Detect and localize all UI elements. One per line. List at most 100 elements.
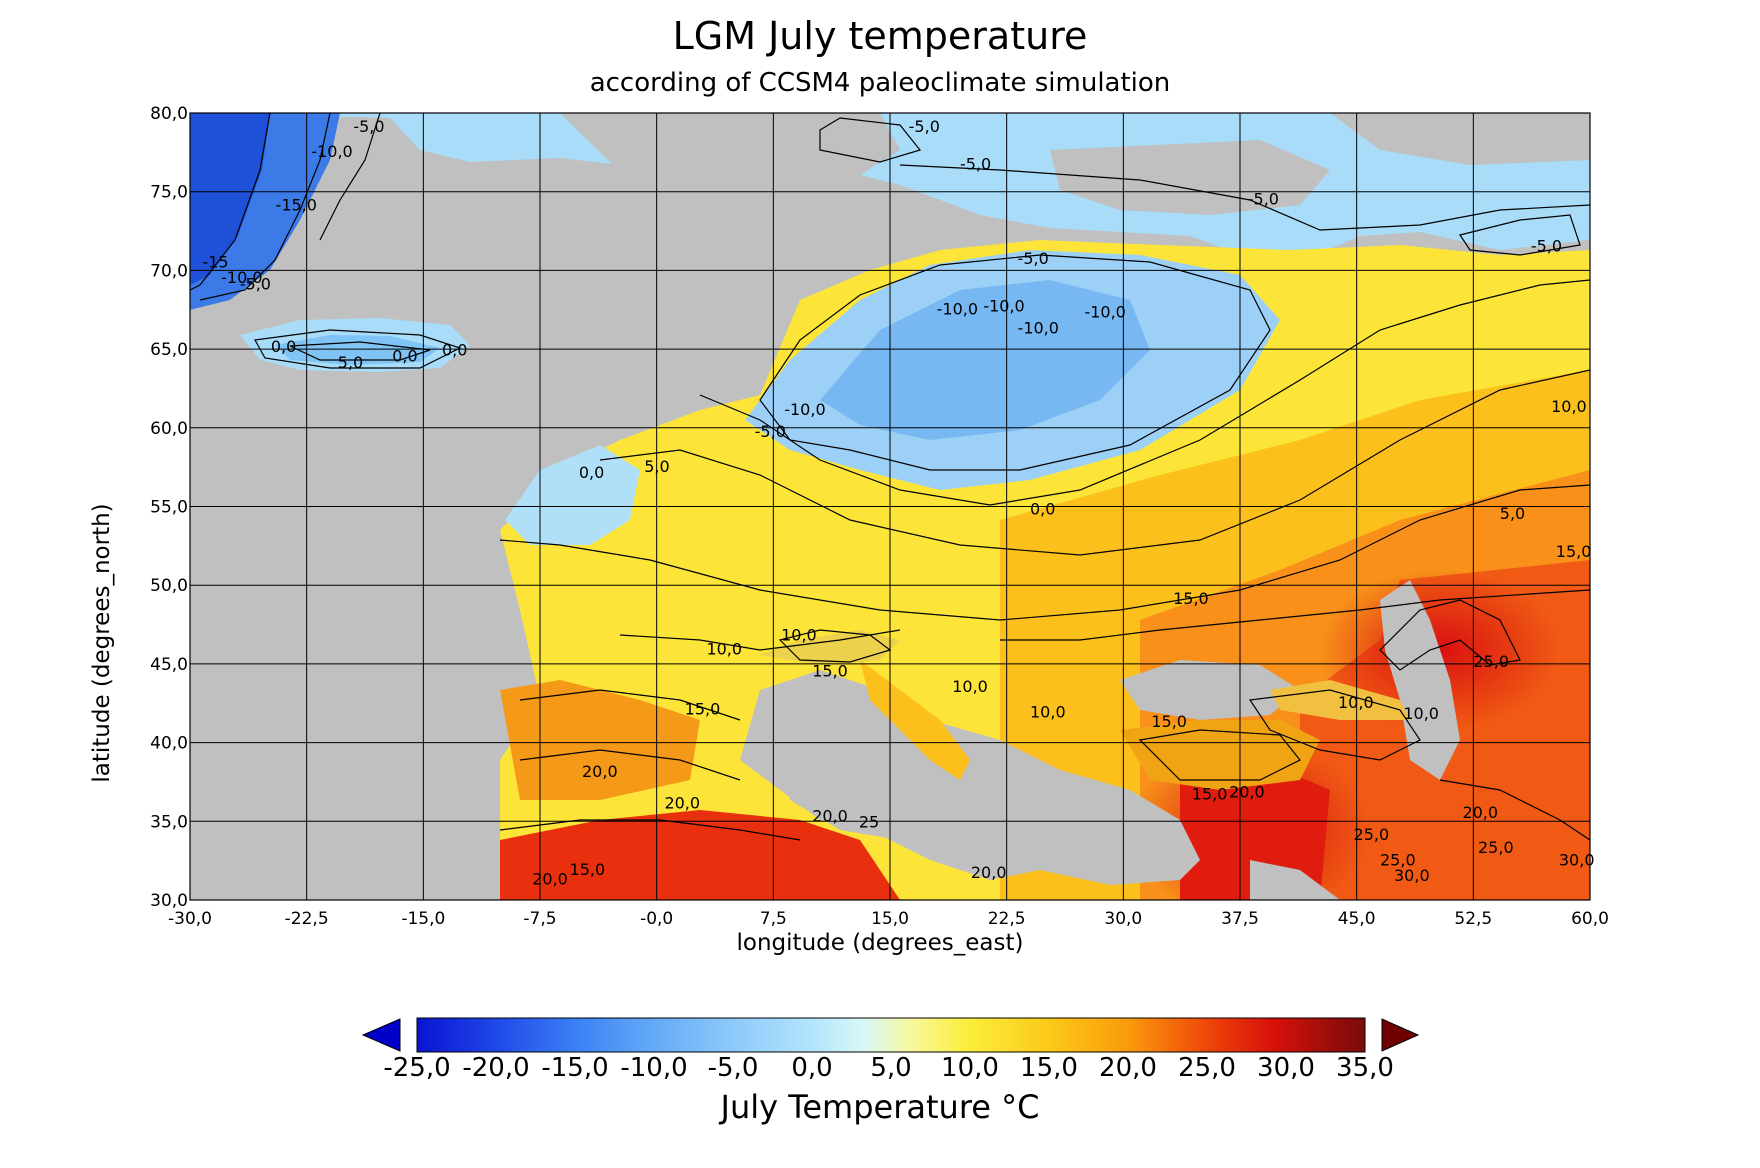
- colorbar-tick-label: -10,0: [620, 1053, 687, 1083]
- contour-label: 20,0: [812, 806, 848, 825]
- contour-label: 20,0: [582, 762, 618, 781]
- contour-label: -10,0: [311, 142, 352, 161]
- contour-label: 25,0: [1380, 850, 1416, 869]
- chart-title: LGM July temperature: [672, 14, 1088, 58]
- x-tick-label: 15,0: [871, 909, 909, 929]
- grid-lines: [190, 113, 1590, 900]
- contour-label: 15,0: [685, 699, 721, 718]
- colorbar-high-extend: [1381, 1018, 1420, 1052]
- colorbar-tick-label: -20,0: [462, 1053, 529, 1083]
- x-tick-label: -22,5: [285, 909, 329, 929]
- contour-label: -5,0: [240, 274, 271, 293]
- x-tick-label: 22,5: [988, 909, 1026, 929]
- colorbar-tick-labels: -25,0 -20,0 -15,0 -10,0 -5,0 0,0 5,0 10,0 15,0 20…: [383, 1053, 1394, 1083]
- contour-label: 20,0: [1229, 783, 1265, 802]
- contour-label: 10,0: [706, 639, 742, 658]
- chart-subtitle: according of CCSM4 paleoclimate simulati…: [589, 68, 1171, 98]
- contour-label: -15,0: [276, 196, 317, 215]
- contour-label: 0,0: [392, 347, 417, 366]
- y-tick-label: 30,0: [150, 891, 188, 911]
- contour-label: 25: [859, 813, 879, 832]
- contour-label: 10,0: [1030, 702, 1066, 721]
- contour-label: -10,0: [1084, 303, 1125, 322]
- contour-label: -5,0: [1531, 237, 1562, 256]
- contour-label: -10,0: [221, 268, 262, 287]
- contour-label: 10,0: [781, 625, 817, 644]
- plot-frame: [189, 112, 1591, 901]
- x-tick-label: 37,5: [1221, 909, 1259, 929]
- contour-lines: [190, 113, 1590, 841]
- contour-label: -10,0: [784, 400, 825, 419]
- colorbar-tick-label: 30,0: [1257, 1053, 1315, 1083]
- contour-label: -5,0: [1018, 249, 1049, 268]
- y-tick-label: 50,0: [150, 576, 188, 596]
- colorbar-tick-label: 15,0: [1020, 1053, 1078, 1083]
- contour-label: 15,0: [1192, 784, 1228, 803]
- contour-label: -5,0: [755, 422, 786, 441]
- colorbar-low-extend: [361, 1018, 401, 1052]
- colorbar-title: July Temperature °C: [720, 1088, 1040, 1126]
- contour-label: -5,0: [1248, 189, 1279, 208]
- y-tick-label: 80,0: [150, 104, 188, 124]
- contour-label: -5,0: [960, 155, 991, 174]
- contour-label: 10,0: [952, 677, 988, 696]
- x-tick-label: 7,5: [760, 909, 787, 929]
- contour-label: 20,0: [532, 869, 568, 888]
- contour-label: 15,0: [1556, 542, 1592, 561]
- contour-label: 20,0: [1462, 803, 1498, 822]
- x-tick-label: 52,5: [1454, 909, 1492, 929]
- contour-label: -10,0: [983, 296, 1024, 315]
- contour-label-group: -5,0-10,0-15,0-10,0-5,0-150,05,0 0,0 0,0-5…: [202, 117, 1594, 888]
- contour-label: -10,0: [937, 299, 978, 318]
- x-tick-label: -0,0: [640, 909, 673, 929]
- contour-label: -5,0: [353, 117, 384, 136]
- x-axis-label: longitude (degrees_east): [736, 930, 1024, 956]
- contour-label: 20,0: [664, 794, 700, 813]
- colorbar-tick-label: 0,0: [791, 1053, 832, 1083]
- contour-label: 5,0: [1500, 504, 1525, 523]
- y-tick-label: 45,0: [150, 655, 188, 675]
- contour-label: -5,0: [909, 117, 940, 136]
- colorbar-tick-label: 20,0: [1099, 1053, 1157, 1083]
- contour-label: 30,0: [1559, 850, 1595, 869]
- y-axis-label: latitude (degrees_north): [89, 503, 115, 783]
- y-tick-label: 70,0: [150, 261, 188, 281]
- contour-label: 0,0: [271, 337, 296, 356]
- contour-label: 15,0: [1151, 712, 1187, 731]
- colorbar-tick-label: 10,0: [941, 1053, 999, 1083]
- contour-label: 15,0: [812, 661, 848, 680]
- contour-label: 0,0: [442, 340, 467, 359]
- y-tick-label: 35,0: [150, 812, 188, 832]
- y-tick-label: 65,0: [150, 340, 188, 360]
- colorbar-tick-label: 25,0: [1178, 1053, 1236, 1083]
- colorbar-tick-label: -15,0: [541, 1053, 608, 1083]
- contour-label: 30,0: [1394, 866, 1430, 885]
- contour-label: 5,0: [338, 353, 363, 372]
- colorbar-tick-label: -25,0: [383, 1053, 450, 1083]
- contour-label: 0,0: [1030, 499, 1055, 518]
- colorbar-tick-label: 35,0: [1336, 1053, 1394, 1083]
- contour-label: 15,0: [1173, 589, 1209, 608]
- colorbar-tick-label: -5,0: [708, 1053, 759, 1083]
- y-tick-label: 60,0: [150, 419, 188, 439]
- colorbar: [416, 1017, 1366, 1053]
- y-tick-labels: 30,0 35,0 40,0 45,0 50,0 55,0 60,0 65,0 70,0 75,0…: [150, 104, 188, 911]
- x-tick-label: -30,0: [168, 909, 212, 929]
- contour-label: 10,0: [1551, 397, 1587, 416]
- contour-label: -10,0: [1018, 318, 1059, 337]
- x-tick-label: 60,0: [1571, 909, 1609, 929]
- contour-label: -15: [202, 252, 228, 271]
- x-tick-label: 30,0: [1104, 909, 1142, 929]
- x-tick-label: -7,5: [523, 909, 556, 929]
- colorbar-tick-label: 5,0: [870, 1053, 911, 1083]
- contour-label: 10,0: [1338, 693, 1374, 712]
- contour-label: 20,0: [971, 863, 1007, 882]
- contour-label: 0,0: [579, 463, 604, 482]
- y-tick-label: 55,0: [150, 498, 188, 518]
- y-tick-label: 40,0: [150, 734, 188, 754]
- contour-label: 25,0: [1473, 652, 1509, 671]
- contour-label: 15,0: [570, 860, 606, 879]
- contour-label: 5,0: [644, 457, 669, 476]
- x-tick-label: -15,0: [401, 909, 445, 929]
